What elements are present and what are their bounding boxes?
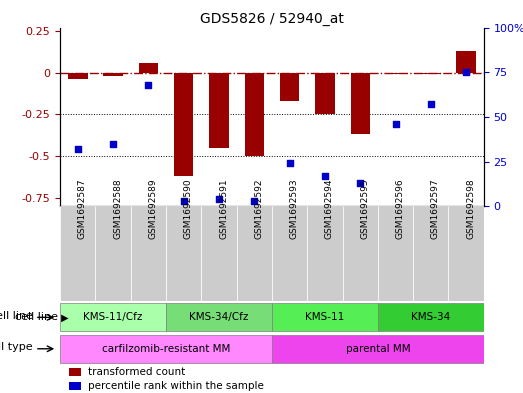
Text: GSM1692587: GSM1692587 — [78, 179, 87, 239]
Text: GSM1692596: GSM1692596 — [395, 179, 404, 239]
Text: cell type: cell type — [0, 342, 33, 352]
Bar — [272, 303, 378, 332]
Point — [427, 101, 435, 108]
Bar — [131, 206, 166, 301]
Bar — [307, 206, 343, 301]
Text: GSM1692598: GSM1692598 — [466, 179, 475, 239]
Bar — [139, 62, 158, 73]
Bar — [68, 73, 87, 79]
Bar — [236, 206, 272, 301]
Bar — [166, 303, 272, 332]
Point — [109, 141, 117, 147]
Text: cell line: cell line — [15, 312, 58, 322]
Point — [286, 160, 294, 167]
Point — [144, 82, 153, 88]
Bar — [245, 73, 264, 156]
Bar — [457, 51, 476, 73]
Bar — [60, 303, 166, 332]
Bar — [166, 206, 201, 301]
Bar — [174, 73, 194, 176]
Text: KMS-34/Cfz: KMS-34/Cfz — [189, 312, 249, 322]
Bar — [413, 206, 449, 301]
Text: GSM1692590: GSM1692590 — [184, 179, 192, 239]
Text: GSM1692593: GSM1692593 — [290, 179, 299, 239]
Bar — [69, 382, 82, 389]
Text: GSM1692592: GSM1692592 — [254, 179, 263, 239]
Text: GSM1692591: GSM1692591 — [219, 179, 228, 239]
Bar — [272, 206, 308, 301]
Text: cell line: cell line — [0, 311, 33, 321]
Text: parental MM: parental MM — [346, 344, 410, 354]
Point — [391, 121, 400, 127]
Title: GDS5826 / 52940_at: GDS5826 / 52940_at — [200, 13, 344, 26]
Bar — [350, 73, 370, 134]
Text: ▶: ▶ — [58, 312, 68, 322]
Point — [250, 198, 258, 204]
Bar — [378, 303, 484, 332]
Text: GSM1692594: GSM1692594 — [325, 179, 334, 239]
Bar — [209, 73, 229, 148]
Text: KMS-11/Cfz: KMS-11/Cfz — [83, 312, 143, 322]
Bar — [421, 73, 440, 74]
Text: GSM1692589: GSM1692589 — [149, 179, 157, 239]
Text: KMS-11: KMS-11 — [305, 312, 345, 322]
Text: KMS-34: KMS-34 — [411, 312, 450, 322]
Bar — [95, 206, 131, 301]
Bar — [104, 73, 123, 76]
Bar — [272, 335, 484, 363]
Point — [215, 196, 223, 202]
Text: GSM1692595: GSM1692595 — [360, 179, 369, 239]
Bar — [343, 206, 378, 301]
Bar — [449, 206, 484, 301]
Bar — [315, 73, 335, 114]
Bar — [378, 206, 413, 301]
Bar — [280, 73, 299, 101]
Bar — [201, 206, 236, 301]
Bar — [60, 335, 272, 363]
Bar — [386, 73, 405, 74]
Point — [74, 146, 82, 152]
Text: percentile rank within the sample: percentile rank within the sample — [88, 381, 264, 391]
Point — [462, 69, 470, 75]
Bar — [69, 368, 82, 376]
Text: GSM1692588: GSM1692588 — [113, 179, 122, 239]
Point — [321, 173, 329, 179]
Text: transformed count: transformed count — [88, 367, 185, 377]
Bar — [60, 206, 95, 301]
Point — [356, 180, 365, 186]
Point — [179, 198, 188, 204]
Text: carfilzomib-resistant MM: carfilzomib-resistant MM — [102, 344, 230, 354]
Text: GSM1692597: GSM1692597 — [431, 179, 440, 239]
